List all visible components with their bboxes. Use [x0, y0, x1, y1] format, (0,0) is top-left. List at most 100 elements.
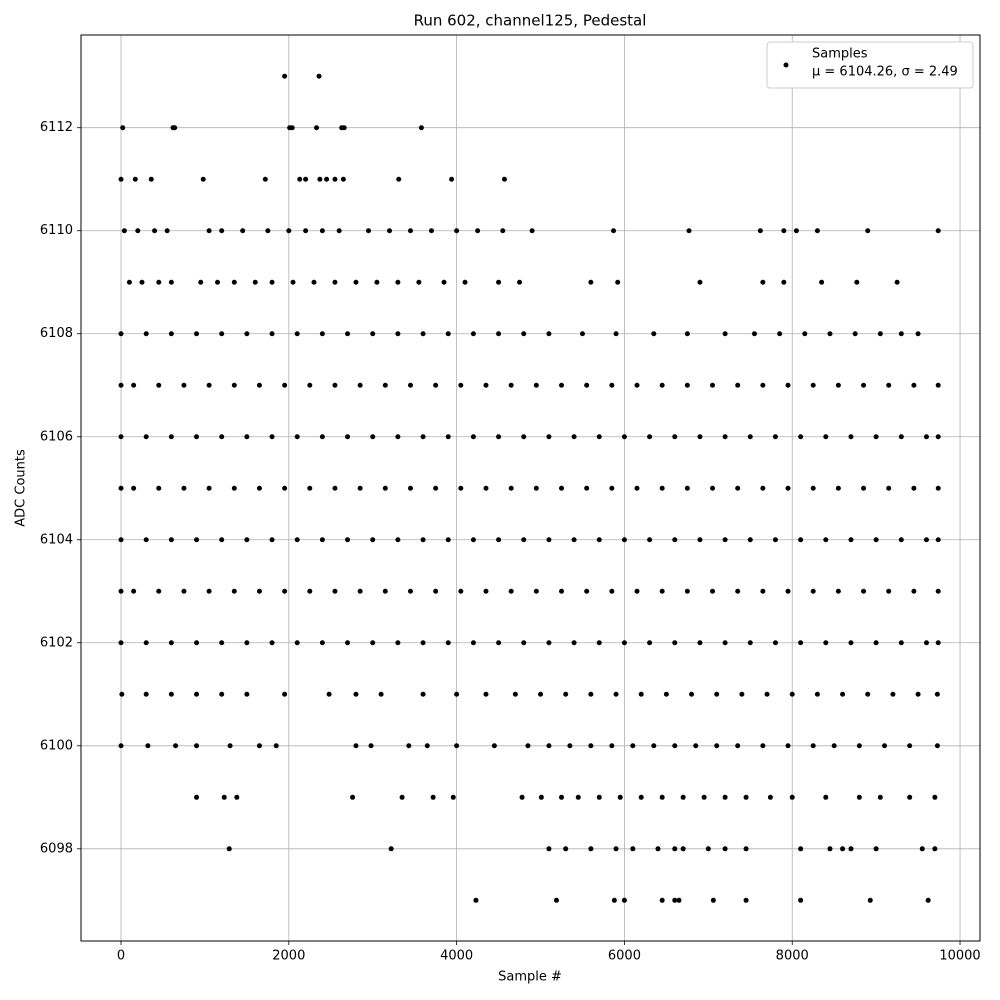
- data-point: [118, 743, 124, 749]
- data-point: [760, 382, 766, 388]
- data-point: [294, 331, 300, 337]
- data-point: [319, 434, 325, 440]
- data-point: [584, 485, 590, 491]
- data-point: [244, 537, 250, 543]
- data-point: [168, 434, 174, 440]
- data-point: [332, 588, 338, 594]
- data-point: [722, 846, 728, 852]
- data-point: [181, 485, 187, 491]
- data-point: [638, 794, 644, 800]
- data-point: [345, 331, 351, 337]
- data-point: [262, 176, 268, 182]
- data-point: [118, 640, 124, 646]
- data-point: [143, 331, 149, 337]
- data-point: [206, 485, 212, 491]
- data-point: [143, 640, 149, 646]
- data-point: [533, 382, 539, 388]
- data-point: [615, 279, 621, 285]
- data-point: [789, 794, 795, 800]
- data-point: [194, 537, 200, 543]
- data-point: [234, 794, 240, 800]
- data-point: [571, 434, 577, 440]
- data-point: [194, 794, 200, 800]
- data-point: [388, 846, 394, 852]
- data-point: [282, 691, 288, 697]
- data-point: [319, 228, 325, 234]
- data-point: [898, 640, 904, 646]
- data-point: [227, 743, 233, 749]
- y-tick-label: 6100: [40, 738, 73, 753]
- data-point: [923, 537, 929, 543]
- data-point: [613, 846, 619, 852]
- data-point: [340, 176, 346, 182]
- data-point: [935, 588, 941, 594]
- data-point: [198, 279, 204, 285]
- data-point: [350, 794, 356, 800]
- data-point: [517, 279, 523, 285]
- data-point: [200, 176, 206, 182]
- data-point: [118, 331, 124, 337]
- data-point: [613, 691, 619, 697]
- plot-frame: [80, 34, 981, 942]
- data-point: [609, 743, 615, 749]
- data-point: [793, 228, 799, 234]
- data-point: [256, 382, 262, 388]
- data-point: [462, 279, 468, 285]
- x-axis-label: Sample #: [498, 970, 562, 985]
- data-point: [168, 279, 174, 285]
- data-point: [219, 640, 225, 646]
- data-point: [693, 743, 699, 749]
- data-point: [827, 846, 833, 852]
- data-point: [588, 279, 594, 285]
- data-point: [206, 228, 212, 234]
- data-point: [663, 691, 669, 697]
- data-point: [563, 846, 569, 852]
- data-point: [848, 537, 854, 543]
- data-point: [772, 434, 778, 440]
- data-point: [395, 640, 401, 646]
- data-point: [307, 485, 313, 491]
- data-point: [814, 691, 820, 697]
- data-point: [231, 279, 237, 285]
- data-point: [810, 743, 816, 749]
- data-point: [559, 588, 565, 594]
- data-point: [521, 434, 527, 440]
- data-point: [714, 743, 720, 749]
- data-point: [767, 794, 773, 800]
- x-tick-label: 4000: [440, 949, 473, 964]
- data-point: [244, 434, 250, 440]
- data-point: [747, 537, 753, 543]
- data-point: [777, 331, 783, 337]
- data-point: [659, 897, 665, 903]
- data-point: [672, 743, 678, 749]
- data-point: [221, 794, 227, 800]
- data-point: [395, 331, 401, 337]
- data-point: [697, 640, 703, 646]
- data-point: [353, 279, 359, 285]
- data-point: [798, 846, 804, 852]
- data-point: [835, 588, 841, 594]
- data-point: [747, 434, 753, 440]
- data-point: [861, 485, 867, 491]
- data-point: [454, 743, 460, 749]
- data-point: [865, 228, 871, 234]
- data-point: [345, 640, 351, 646]
- data-point: [621, 537, 627, 543]
- y-tick-label: 6102: [40, 635, 73, 650]
- data-point: [840, 691, 846, 697]
- data-point: [324, 176, 330, 182]
- data-point: [491, 743, 497, 749]
- data-point: [546, 743, 552, 749]
- data-point: [219, 228, 225, 234]
- data-point: [772, 537, 778, 543]
- data-point: [823, 434, 829, 440]
- data-point: [194, 331, 200, 337]
- data-point: [282, 588, 288, 594]
- data-point: [553, 897, 559, 903]
- data-point: [132, 176, 138, 182]
- data-point: [449, 176, 455, 182]
- data-point: [445, 331, 451, 337]
- data-point: [907, 743, 913, 749]
- data-point: [420, 434, 426, 440]
- data-point: [483, 485, 489, 491]
